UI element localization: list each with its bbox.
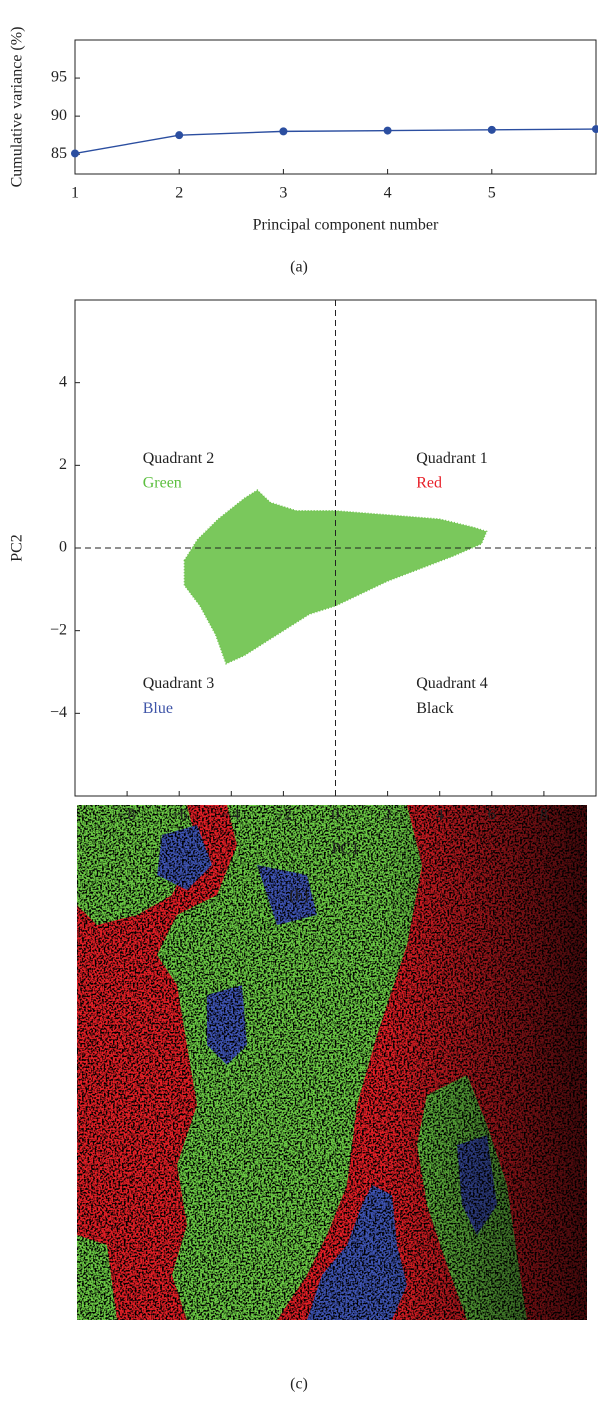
point xyxy=(71,149,79,158)
point-cloud xyxy=(183,489,488,665)
point xyxy=(487,125,496,134)
y-tick-label: 4 xyxy=(59,373,67,390)
annotation: Blue xyxy=(143,700,173,717)
annotation: Red xyxy=(416,475,442,492)
x-axis-label: Principal component number xyxy=(253,217,439,234)
caption: (b) xyxy=(290,888,309,905)
x-tick-label: 1 xyxy=(71,185,79,202)
y-tick-label: 85 xyxy=(51,145,67,162)
x-tick-label: −6 xyxy=(171,807,188,824)
x-tick-label: 6 xyxy=(488,807,496,824)
point xyxy=(175,131,184,140)
annotation: Quadrant 2 xyxy=(143,450,215,467)
point xyxy=(592,125,598,134)
y-tick-label: 0 xyxy=(59,539,67,556)
x-tick-label: 8 xyxy=(540,807,548,824)
x-tick-label: −4 xyxy=(223,807,240,824)
x-tick-label: 4 xyxy=(384,185,392,202)
x-tick-label: −2 xyxy=(275,807,292,824)
annotation: Quadrant 3 xyxy=(143,675,215,692)
x-tick-label: −8 xyxy=(119,807,136,824)
y-tick-label: −4 xyxy=(50,704,67,721)
y-tick-label: 95 xyxy=(51,69,67,86)
annotation: Black xyxy=(416,700,453,717)
x-tick-label: 3 xyxy=(279,185,287,202)
x-tick-label: 4 xyxy=(436,807,444,824)
y-tick-label: −2 xyxy=(50,621,67,638)
y-tick-label: 90 xyxy=(51,107,67,124)
x-tick-label: 2 xyxy=(175,185,183,202)
caption: (a) xyxy=(290,259,308,276)
series-line xyxy=(74,128,597,155)
y-tick-label: 2 xyxy=(59,456,67,473)
point xyxy=(383,126,392,135)
y-axis-label: Cumulative variance (%) xyxy=(9,27,26,188)
image-caption: (c) xyxy=(290,1376,308,1393)
point xyxy=(279,127,288,136)
annotation: Quadrant 4 xyxy=(416,675,488,692)
x-axis-label: PC1 xyxy=(332,841,360,858)
x-tick-label: 5 xyxy=(488,185,496,202)
pseudocolor-image xyxy=(77,805,587,1320)
x-tick-label: 2 xyxy=(384,807,392,824)
annotation: Green xyxy=(143,475,182,492)
x-tick-label: 0 xyxy=(332,807,340,824)
annotation: Quadrant 1 xyxy=(416,450,488,467)
plot-frame xyxy=(74,39,597,175)
y-axis-label: PC2 xyxy=(9,534,26,562)
